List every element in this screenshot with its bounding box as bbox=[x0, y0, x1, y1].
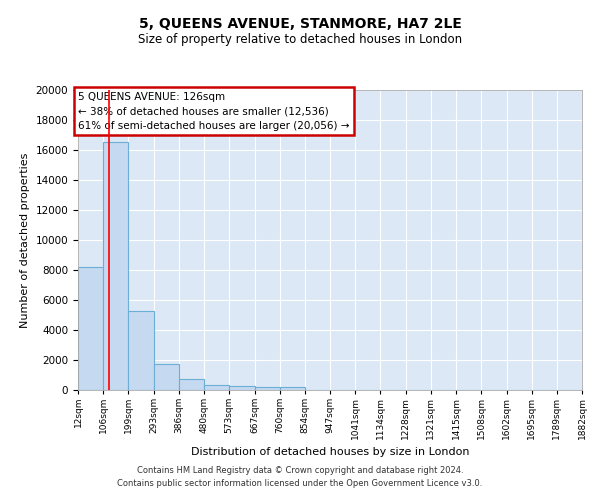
Text: Size of property relative to detached houses in London: Size of property relative to detached ho… bbox=[138, 32, 462, 46]
Bar bbox=[154, 364, 179, 390]
Bar bbox=[78, 267, 103, 390]
Text: 5, QUEENS AVENUE, STANMORE, HA7 2LE: 5, QUEENS AVENUE, STANMORE, HA7 2LE bbox=[139, 18, 461, 32]
Bar bbox=[229, 386, 254, 390]
Bar bbox=[254, 387, 280, 390]
Bar bbox=[204, 385, 229, 390]
Bar bbox=[179, 379, 204, 390]
Text: Contains HM Land Registry data © Crown copyright and database right 2024.
Contai: Contains HM Land Registry data © Crown c… bbox=[118, 466, 482, 487]
Text: 5 QUEENS AVENUE: 126sqm
← 38% of detached houses are smaller (12,536)
61% of sem: 5 QUEENS AVENUE: 126sqm ← 38% of detache… bbox=[78, 92, 350, 131]
Bar bbox=[128, 310, 154, 390]
Bar bbox=[103, 142, 128, 390]
Y-axis label: Number of detached properties: Number of detached properties bbox=[20, 152, 30, 328]
X-axis label: Distribution of detached houses by size in London: Distribution of detached houses by size … bbox=[191, 448, 469, 458]
Bar bbox=[280, 387, 305, 390]
